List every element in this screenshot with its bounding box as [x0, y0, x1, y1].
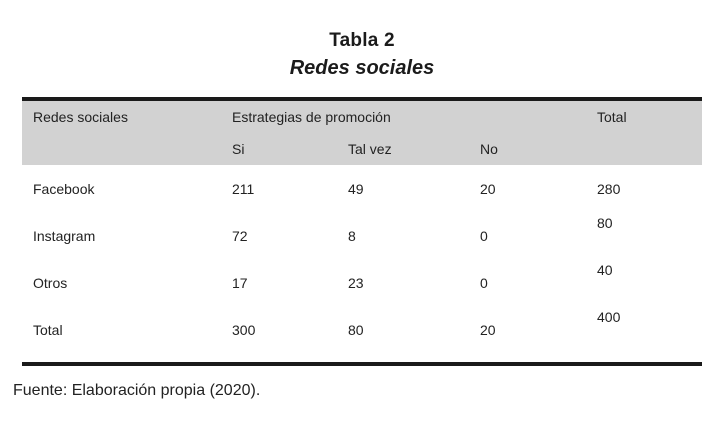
table-row-facebook: Facebook 211 49 20 280: [22, 165, 702, 212]
table-header: Redes sociales Estrategias de promoción …: [22, 101, 702, 165]
col-group-header-estrategias: Estrategias de promoción: [232, 109, 391, 125]
cell-no: 20: [480, 180, 496, 197]
cell-no: 0: [480, 274, 488, 291]
row-label: Facebook: [33, 180, 95, 197]
cell-tal-vez: 23: [348, 274, 364, 291]
table-row-total: Total 300 80 20 400: [22, 306, 702, 353]
table-row-otros: Otros 17 23 0 40: [22, 259, 702, 306]
subcol-header-tal-vez: Tal vez: [348, 141, 392, 157]
col-header-total: Total: [597, 109, 627, 125]
cell-total: 80: [597, 214, 613, 231]
table-subtitle: Redes sociales: [289, 57, 435, 79]
table-bottom-spacer: [22, 353, 702, 362]
row-label: Total: [33, 321, 63, 338]
header-row-2: Si Tal vez No: [22, 133, 702, 165]
data-table: Redes sociales Estrategias de promoción …: [22, 97, 702, 366]
subcol-header-si: Si: [232, 141, 245, 157]
cell-si: 17: [232, 274, 248, 291]
cell-si: 72: [232, 227, 248, 244]
subcol-header-no: No: [480, 141, 498, 157]
cell-no: 20: [480, 321, 496, 338]
cell-no: 0: [480, 227, 488, 244]
cell-tal-vez: 49: [348, 180, 364, 197]
cell-si: 300: [232, 321, 256, 338]
cell-total: 40: [597, 261, 613, 278]
table-body: Facebook 211 49 20 280 Instagram 72 8 0 …: [22, 165, 702, 362]
source-note: Fuente: Elaboración propia (2020).: [13, 382, 261, 399]
table-number-title: Tabla 2: [329, 30, 395, 51]
table-caption: Tabla 2 Redes sociales: [22, 0, 702, 80]
cell-tal-vez: 80: [348, 321, 364, 338]
table-row-instagram: Instagram 72 8 0 80: [22, 212, 702, 259]
cell-si: 211: [232, 180, 255, 197]
cell-tal-vez: 8: [348, 227, 356, 244]
row-label: Otros: [33, 274, 68, 291]
col-header-redes-sociales: Redes sociales: [33, 109, 128, 125]
header-row-1: Redes sociales Estrategias de promoción …: [22, 101, 702, 133]
cell-total: 280: [597, 180, 621, 197]
cell-total: 400: [597, 308, 621, 325]
row-label: Instagram: [33, 227, 96, 244]
